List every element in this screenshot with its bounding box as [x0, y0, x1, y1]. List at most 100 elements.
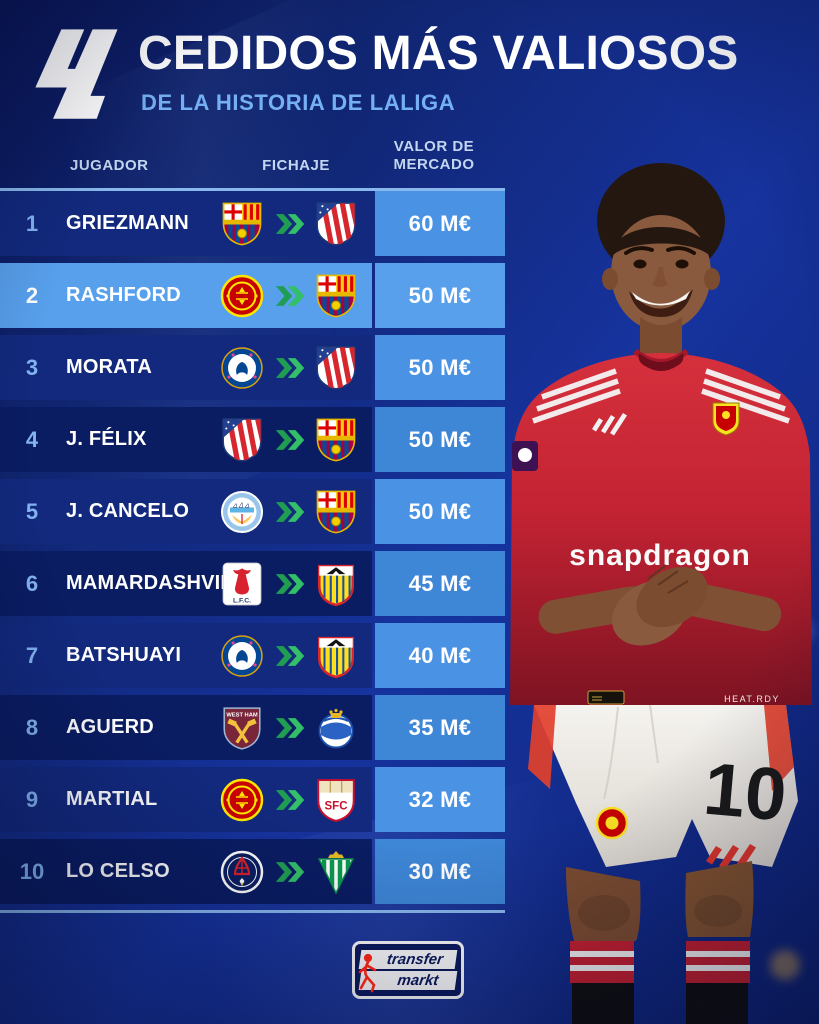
market-value: 50 M€ [375, 407, 505, 472]
club-badge-fc-barcelona [313, 479, 359, 544]
player-name: LO CELSO [66, 860, 170, 882]
club-badge-sevilla: SFC [313, 767, 359, 832]
player-photo-rashford: snapdragon HEAT.RDY 10 [510, 163, 812, 1024]
club-badge-valencia [313, 623, 359, 688]
market-value: 35 M€ [375, 695, 505, 760]
club-badge-real-betis [313, 839, 359, 904]
transfer-arrow-icon [268, 191, 312, 256]
table-row: 9 MARTIAL SFC 32 M€ [0, 767, 505, 832]
rank-label: 7 [25, 642, 39, 668]
row-main: 6 MAMARDASHVILI L.F.C. [0, 551, 372, 616]
table-row: 8 AGUERD WEST HAM 35 M€ [0, 695, 505, 760]
row-main: 4 J. FÉLIX [0, 407, 372, 472]
row-main: 1 GRIEZMANN [0, 191, 372, 256]
club-badge-fc-barcelona [219, 191, 265, 256]
transfer-arrow-icon [268, 839, 312, 904]
transfer-arrow-icon [268, 695, 312, 760]
svg-text:WEST HAM: WEST HAM [226, 712, 258, 718]
transfer-arrow-icon [268, 479, 312, 544]
transfer-arrow-icon [268, 407, 312, 472]
club-badge-manchester-city [219, 479, 265, 544]
laliga-logo-icon [35, 29, 118, 119]
player-name: GRIEZMANN [66, 212, 189, 234]
player-name: RASHFORD [66, 284, 181, 306]
page-subtitle: DE LA HISTORIA DE LALIGA [141, 90, 456, 115]
column-header-transfer: FICHAJE [262, 157, 330, 174]
club-badge-psg [219, 839, 265, 904]
jersey-sponsor-text: snapdragon [569, 539, 751, 572]
row-main: 3 MORATA [0, 335, 372, 400]
market-value: 30 M€ [375, 839, 505, 904]
row-main: 5 J. CANCELO [0, 479, 372, 544]
svg-text:SFC: SFC [325, 800, 348, 812]
svg-text:L.F.C.: L.F.C. [233, 597, 251, 604]
market-value: 60 M€ [375, 191, 505, 256]
market-value: 50 M€ [375, 479, 505, 544]
transfermarkt-logo: transfer markt [352, 941, 464, 999]
club-badge-west-ham: WEST HAM [219, 695, 265, 760]
transfer-arrow-icon [268, 551, 312, 616]
transfer-arrow-icon [268, 335, 312, 400]
market-value: 32 M€ [375, 767, 505, 832]
page-title: CEDIDOS MÁS VALIOSOS [138, 27, 739, 80]
market-value: 50 M€ [375, 263, 505, 328]
market-value: 45 M€ [375, 551, 505, 616]
club-crest-chest [712, 402, 740, 436]
row-main: 2 RASHFORD [0, 263, 372, 328]
club-badge-manchester-united [219, 767, 265, 832]
row-main: 7 BATSHUAYI [0, 623, 372, 688]
rank-label: 2 [25, 282, 39, 308]
club-crest-shorts [595, 806, 629, 840]
transfer-arrow-icon [268, 263, 312, 328]
rank-label: 1 [25, 210, 39, 236]
rank-label: 6 [25, 570, 39, 596]
player-name: AGUERD [66, 716, 154, 738]
player-name: J. CANCELO [66, 500, 190, 522]
transfer-arrow-icon [268, 767, 312, 832]
rank-label: 9 [25, 786, 39, 812]
player-jersey [510, 353, 812, 705]
player-name: BATSHUAYI [66, 644, 182, 666]
row-main: 9 MARTIAL SFC [0, 767, 372, 832]
club-badge-atletico-madrid [219, 407, 265, 472]
table-row: 7 BATSHUAYI 40 M€ [0, 623, 505, 688]
ranking-table: 1 GRIEZMANN 60 M€ 2 RASHFORD 50 M€ 3 MORATA 50 M… [0, 191, 505, 911]
rank-label: 8 [25, 714, 39, 740]
player-name: J. FÉLIX [66, 428, 147, 450]
club-badge-fc-barcelona [313, 263, 359, 328]
row-main: 8 AGUERD WEST HAM [0, 695, 372, 760]
rank-label: 10 [19, 858, 45, 884]
jersey-tech-label: HEAT.RDY [724, 694, 780, 704]
rank-label: 5 [25, 498, 39, 524]
market-value: 40 M€ [375, 623, 505, 688]
club-badge-valencia [313, 551, 359, 616]
transfermarkt-figure-icon [358, 953, 377, 993]
table-row: 10 LO CELSO 30 M€ [0, 839, 505, 904]
club-badge-liverpool: L.F.C. [219, 551, 265, 616]
player-name: MARTIAL [66, 788, 158, 810]
player-name: MORATA [66, 356, 152, 378]
column-header-value: VALOR DE MERCADO [393, 138, 475, 173]
club-badge-chelsea [219, 623, 265, 688]
club-badge-atletico-madrid [313, 191, 359, 256]
column-header-player: JUGADOR [70, 157, 149, 174]
row-main: 10 LO CELSO [0, 839, 372, 904]
table-row: 1 GRIEZMANN 60 M€ [0, 191, 505, 256]
rank-label: 3 [25, 354, 39, 380]
rank-label: 4 [25, 426, 39, 452]
table-row: 5 J. CANCELO 50 M€ [0, 479, 505, 544]
club-badge-atletico-madrid [313, 335, 359, 400]
player-name: MAMARDASHVILI [66, 572, 239, 594]
player-socks [570, 941, 750, 1024]
shorts-number: 10 [701, 747, 790, 837]
club-badge-fc-barcelona [313, 407, 359, 472]
table-row: 6 MAMARDASHVILI L.F.C. 45 M€ [0, 551, 505, 616]
market-value: 50 M€ [375, 335, 505, 400]
table-bottom-border [0, 910, 505, 913]
club-badge-manchester-united [219, 263, 265, 328]
club-badge-real-sociedad [313, 695, 359, 760]
transfer-arrow-icon [268, 623, 312, 688]
club-badge-chelsea [219, 335, 265, 400]
table-row: 4 J. FÉLIX 50 M€ [0, 407, 505, 472]
